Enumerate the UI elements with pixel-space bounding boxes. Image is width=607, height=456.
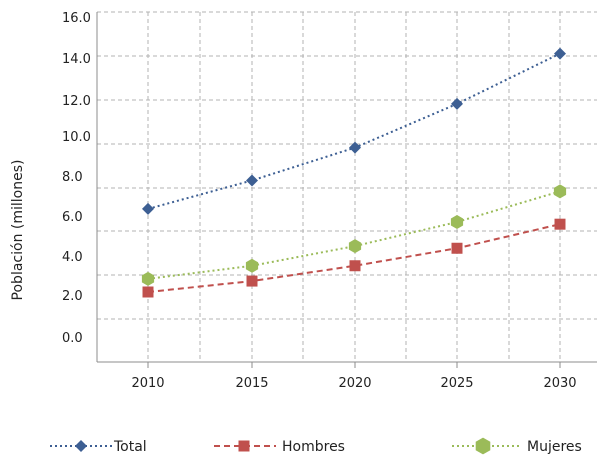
series-mujeres [141,184,567,286]
series-layer [141,47,567,298]
y-tick-label: 12.0 [62,94,91,109]
data-point-total-2015 [246,174,258,187]
data-point-total-2010 [142,202,154,215]
y-tick-label: 8.0 [62,170,83,185]
data-point-hombres-2010 [142,286,154,298]
x-tick-label: 2015 [235,376,268,391]
data-point-total-2020 [349,141,361,154]
legend-label-total: Total [113,439,147,455]
x-tick-label: 2030 [543,376,576,391]
x-tick-labels: 2010 2015 2020 2025 2030 [131,376,576,391]
y-tick-label: 4.0 [62,250,83,265]
data-point-hombres-2020 [349,260,361,272]
legend-label-hombres: Hombres [282,439,345,455]
data-point-hombres-2030 [554,218,566,230]
series-line-mujeres [147,190,561,280]
legend-marker-hombres [238,440,250,452]
y-tick-label: 0.0 [62,331,83,346]
grid [97,11,597,362]
data-point-hombres-2015 [246,275,258,287]
y-tick-label: 10.0 [62,130,91,145]
legend-marker-total [75,440,87,452]
data-point-hombres-2025 [451,242,463,254]
x-tick-label: 2020 [338,376,371,391]
y-axis-label: Población (millones) [10,160,26,301]
x-tick-label: 2010 [131,376,164,391]
data-point-mujeres-2030 [553,184,567,199]
y-tick-label: 14.0 [62,52,91,67]
legend-marker-mujeres [475,437,491,455]
y-tick-label: 16.0 [62,11,91,26]
x-tick-label: 2025 [440,376,473,391]
y-tick-label: 2.0 [62,289,83,304]
series-total [142,47,566,215]
axes [96,12,597,368]
y-tick-label: 6.0 [62,210,83,225]
series-line-hombres [147,223,561,293]
series-line-total [147,52,561,210]
legend-item-total: Total [50,439,147,455]
series-hombres [142,218,566,298]
legend: Total Hombres Mujeres [50,437,582,455]
data-point-mujeres-2025 [450,215,464,229]
legend-label-mujeres: Mujeres [527,439,582,455]
legend-item-hombres: Hombres [214,439,345,455]
data-point-mujeres-2020 [348,239,362,254]
data-point-total-2030 [554,47,566,60]
data-point-mujeres-2010 [141,271,155,286]
data-point-total-2025 [451,97,463,110]
y-tick-labels: 16.0 14.0 12.0 10.0 8.0 6.0 4.0 2.0 0.0 [62,11,91,346]
data-point-mujeres-2015 [245,258,259,273]
legend-item-mujeres: Mujeres [452,437,582,455]
